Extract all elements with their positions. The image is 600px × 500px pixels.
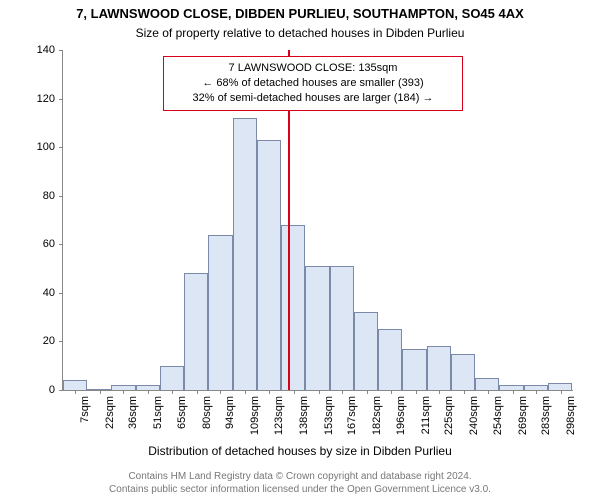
x-tick-label: 240sqm (468, 396, 480, 435)
x-tick-label: 123sqm (273, 396, 285, 435)
histogram-bar (257, 140, 281, 390)
x-tick-label: 153sqm (323, 396, 335, 435)
annotation-line3: 32% of semi-detached houses are larger (… (172, 91, 454, 106)
footer-line2: Contains public sector information licen… (0, 484, 600, 497)
x-tick-mark (536, 390, 537, 394)
x-tick-mark (416, 390, 417, 394)
histogram-bar (402, 349, 426, 390)
x-tick-label: 298sqm (565, 396, 577, 435)
x-tick-mark (245, 390, 246, 394)
histogram-bar (330, 266, 354, 390)
histogram-bar (427, 346, 451, 390)
histogram-bar (208, 235, 232, 390)
y-tick-mark (59, 99, 63, 100)
annotation-line2: ← 68% of detached houses are smaller (39… (172, 76, 454, 91)
y-tick-mark (59, 196, 63, 197)
x-tick-label: 65sqm (176, 396, 188, 429)
x-tick-label: 182sqm (371, 396, 383, 435)
x-tick-label: 211sqm (420, 396, 432, 434)
x-tick-mark (269, 390, 270, 394)
y-tick-mark (59, 341, 63, 342)
x-tick-mark (100, 390, 101, 394)
footer: Contains HM Land Registry data © Crown c… (0, 471, 600, 496)
x-tick-label: 51sqm (152, 396, 164, 429)
x-tick-mark (172, 390, 173, 394)
x-tick-label: 196sqm (395, 396, 407, 435)
x-tick-mark (123, 390, 124, 394)
histogram-bar (233, 118, 257, 390)
x-tick-label: 254sqm (492, 396, 504, 435)
x-tick-mark (294, 390, 295, 394)
histogram-bar (548, 383, 572, 390)
annotation-box: 7 LAWNSWOOD CLOSE: 135sqm ← 68% of detac… (163, 56, 463, 111)
x-tick-label: 94sqm (224, 396, 236, 429)
x-tick-label: 7sqm (79, 396, 91, 423)
x-tick-label: 269sqm (517, 396, 529, 435)
x-tick-mark (367, 390, 368, 394)
histogram-bar (499, 385, 523, 390)
y-tick-mark (59, 390, 63, 391)
histogram-bar (281, 225, 305, 390)
x-tick-mark (75, 390, 76, 394)
histogram-bar (475, 378, 499, 390)
x-tick-mark (439, 390, 440, 394)
y-tick-mark (59, 50, 63, 51)
x-tick-mark (513, 390, 514, 394)
x-tick-mark (342, 390, 343, 394)
histogram-bar (160, 366, 184, 390)
x-tick-mark (220, 390, 221, 394)
histogram-bar (451, 354, 475, 390)
x-tick-label: 138sqm (298, 396, 310, 435)
histogram-bar (378, 329, 402, 390)
footer-line1: Contains HM Land Registry data © Crown c… (0, 471, 600, 484)
x-tick-label: 22sqm (104, 396, 116, 429)
histogram-bar (305, 266, 329, 390)
x-tick-mark (464, 390, 465, 394)
histogram-bar (63, 380, 87, 390)
chart-subtitle: Size of property relative to detached ho… (0, 26, 600, 40)
x-tick-mark (488, 390, 489, 394)
x-axis-label: Distribution of detached houses by size … (0, 444, 600, 458)
y-tick-mark (59, 244, 63, 245)
x-tick-label: 36sqm (127, 396, 139, 429)
y-tick-mark (59, 147, 63, 148)
x-tick-label: 225sqm (443, 396, 455, 435)
x-tick-mark (391, 390, 392, 394)
x-tick-mark (561, 390, 562, 394)
plot-area: 0204060801001201407sqm22sqm36sqm51sqm65s… (62, 50, 573, 391)
histogram-bar (354, 312, 378, 390)
x-tick-label: 283sqm (540, 396, 552, 435)
x-tick-mark (148, 390, 149, 394)
x-tick-label: 80sqm (201, 396, 213, 429)
x-tick-mark (197, 390, 198, 394)
chart-title: 7, LAWNSWOOD CLOSE, DIBDEN PURLIEU, SOUT… (0, 6, 600, 21)
y-tick-mark (59, 293, 63, 294)
x-tick-mark (319, 390, 320, 394)
annotation-line1: 7 LAWNSWOOD CLOSE: 135sqm (172, 61, 454, 76)
chart-container: 7, LAWNSWOOD CLOSE, DIBDEN PURLIEU, SOUT… (0, 0, 600, 500)
x-tick-label: 167sqm (346, 396, 358, 435)
x-tick-label: 109sqm (249, 396, 261, 435)
histogram-bar (184, 273, 208, 390)
